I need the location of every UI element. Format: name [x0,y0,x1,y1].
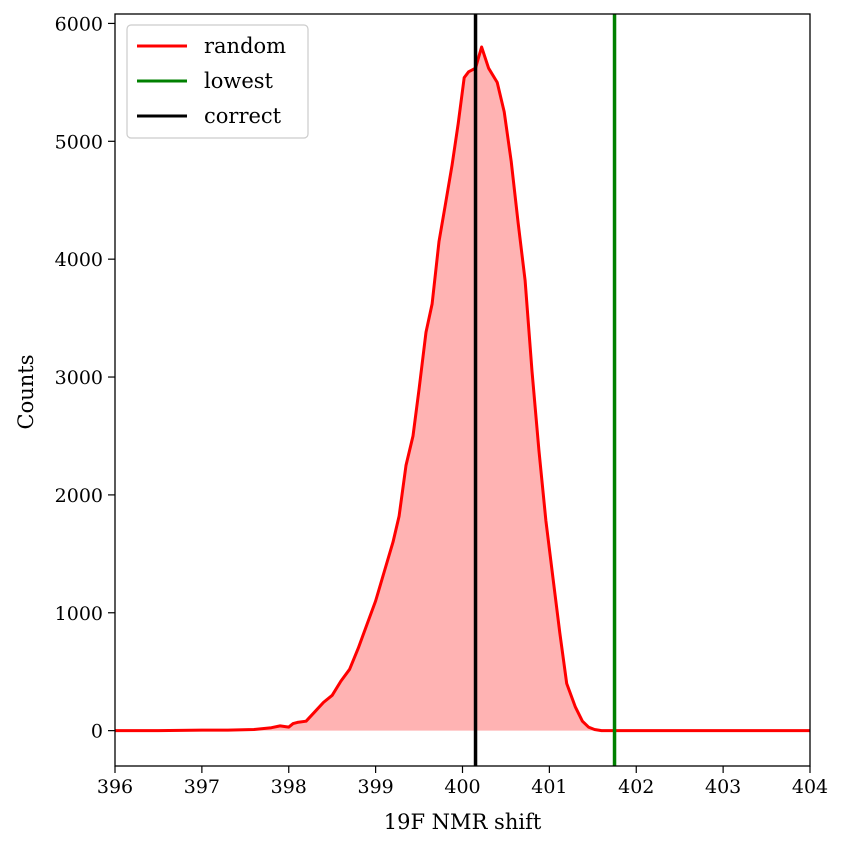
x-tick-label: 397 [184,776,220,798]
legend: random lowest correct [126,24,309,139]
x-tick-label: 401 [531,776,567,798]
y-tick-label: 6000 [55,13,103,35]
plot-area [115,14,810,766]
y-tick-label: 4000 [55,249,103,271]
x-tick-label: 398 [271,776,307,798]
x-tick-label: 402 [618,776,654,798]
series-line-random [115,45,810,733]
x-tick-label: 404 [792,776,828,798]
x-tick-label: 396 [97,776,133,798]
series-fill-random [115,47,810,731]
y-tick-label: 5000 [55,131,103,153]
y-tick-label: 3000 [55,367,103,389]
x-tick-label: 399 [357,776,393,798]
x-tick-label: 400 [444,776,480,798]
legend-label-random: random [204,34,286,58]
x-axis-label: 19F NMR shift [384,810,542,834]
y-axis-label: Counts [14,355,38,430]
y-tick-label: 1000 [55,603,103,625]
x-tick-label: 403 [705,776,741,798]
legend-label-correct: correct [204,104,282,128]
y-tick-label: 2000 [55,485,103,507]
legend-box [126,24,309,139]
y-tick-label: 0 [91,721,103,743]
axis-ticks: 396 397 398 399 400 401 402 403 404 0 1000 2000 3000… [55,13,828,798]
legend-label-lowest: lowest [204,69,274,93]
